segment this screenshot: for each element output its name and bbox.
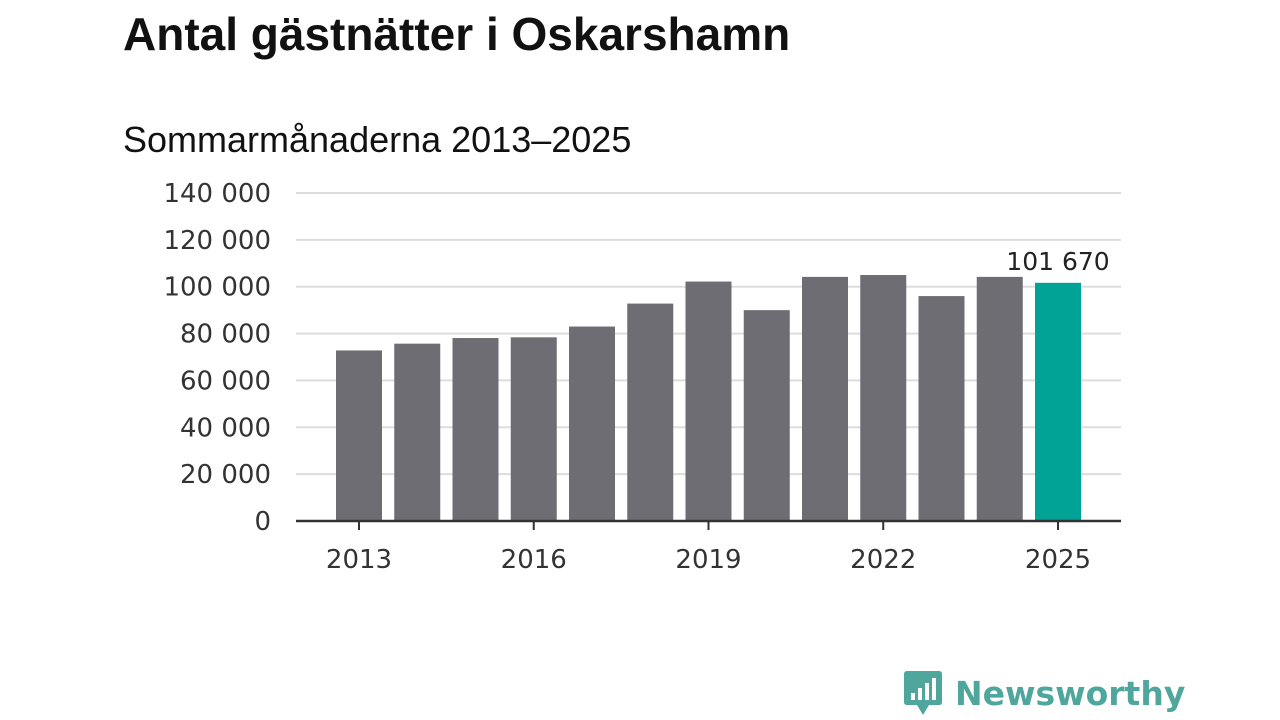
y-tick-label: 100 000 xyxy=(163,273,271,303)
y-tick-label: 60 000 xyxy=(180,366,271,396)
chart-title: Antal gästnätter i Oskarshamn xyxy=(123,8,791,60)
x-tick-label: 2025 xyxy=(1025,545,1091,575)
brand-name: Newsworthy xyxy=(955,673,1186,713)
bar-2018 xyxy=(627,303,674,521)
bar-2024 xyxy=(976,276,1023,521)
y-tick-label: 0 xyxy=(254,507,271,537)
x-tick-label: 2019 xyxy=(675,545,741,575)
bar-2021 xyxy=(802,276,848,521)
bar-2017 xyxy=(569,326,615,521)
bar-2015 xyxy=(452,338,499,521)
x-tick-label: 2013 xyxy=(326,545,392,575)
y-tick-label: 20 000 xyxy=(180,460,271,490)
data-label-2025: 101 670 xyxy=(1006,247,1109,276)
y-tick-label: 120 000 xyxy=(163,226,271,256)
labels: 0 20 000 40 000 60 000 80 000 100 000 120 000 1… xyxy=(163,179,1109,575)
bar-2016 xyxy=(510,337,557,521)
chart-subtitle: Sommarmånaderna 2013–2025 xyxy=(123,119,632,160)
x-tick-label: 2016 xyxy=(501,545,567,575)
newsworthy-logo-icon xyxy=(904,671,942,715)
bar-2020 xyxy=(743,310,790,521)
bar-2019 xyxy=(685,281,732,521)
bar-2022 xyxy=(860,275,907,521)
bar-2013 xyxy=(336,350,382,521)
y-tick-label: 140 000 xyxy=(163,179,271,209)
y-tick-label: 40 000 xyxy=(180,413,271,443)
newsworthy-logo: Newsworthy xyxy=(903,670,1185,716)
bar-2025 xyxy=(1035,282,1081,521)
bar-2023 xyxy=(918,296,965,521)
bars xyxy=(336,275,1081,521)
y-tick-label: 80 000 xyxy=(180,320,271,350)
axes xyxy=(296,519,1121,530)
x-tick-label: 2022 xyxy=(850,545,916,575)
bar-2014 xyxy=(394,343,441,521)
